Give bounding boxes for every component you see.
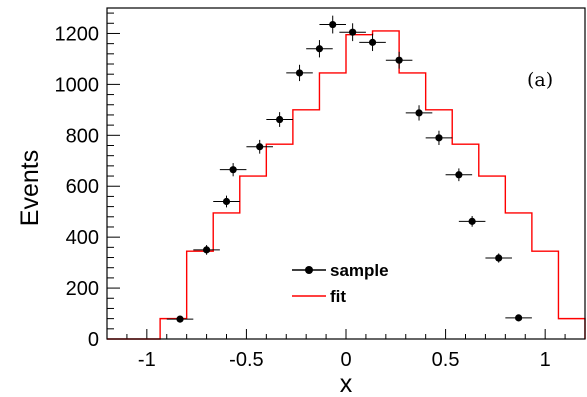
y-tick-label: 400 — [66, 227, 99, 249]
y-tick-label: 1200 — [55, 23, 100, 45]
x-tick-label: -0.5 — [229, 349, 263, 371]
point-marker — [229, 166, 237, 174]
legend: sample fit — [292, 261, 389, 306]
point-marker — [315, 45, 324, 53]
point-marker — [395, 56, 403, 64]
x-tick-label: 0 — [340, 349, 351, 371]
legend-sample-marker — [305, 266, 313, 274]
point-marker — [455, 171, 463, 179]
sample-point — [306, 40, 333, 58]
sample-point — [219, 163, 247, 177]
y-axis-label: Events — [16, 150, 44, 226]
point-marker — [349, 28, 357, 36]
panel-annotation: (a) — [527, 69, 553, 91]
legend-entry-fit: fit — [292, 287, 346, 306]
point-marker — [295, 69, 304, 77]
tick-labels: 0 200 400 600 800 1000 1200 -1 -0.5 0 0.5 1 — [55, 23, 551, 371]
x-axis-label: x — [340, 370, 353, 397]
sample-point — [385, 51, 413, 69]
point-marker — [256, 143, 264, 151]
sample-point — [166, 315, 194, 323]
sample-point — [485, 253, 512, 263]
x-tick-label: -1 — [138, 349, 156, 371]
sample-point — [505, 314, 532, 322]
y-tick-label: 800 — [66, 125, 99, 147]
point-marker — [495, 254, 503, 262]
sample-point — [339, 23, 366, 42]
sample-point — [445, 168, 473, 182]
sample-point — [405, 105, 433, 121]
point-marker — [468, 217, 476, 225]
y-tick-label: 600 — [66, 176, 99, 198]
sample-point — [266, 112, 293, 127]
legend-fit-label: fit — [330, 287, 346, 306]
point-marker — [515, 314, 523, 322]
point-marker — [415, 109, 423, 117]
point-marker — [176, 315, 184, 323]
sample-points — [166, 15, 532, 323]
point-marker — [368, 38, 377, 46]
sample-point — [193, 245, 220, 255]
legend-sample-label: sample — [330, 261, 389, 280]
y-tick-label: 0 — [88, 329, 99, 351]
sample-point — [425, 130, 453, 145]
x-tick-label: 0.5 — [432, 349, 460, 371]
point-marker — [435, 134, 443, 142]
point-marker — [202, 246, 211, 254]
y-tick-label: 200 — [66, 278, 99, 300]
sample-point — [359, 33, 386, 52]
sample-point — [213, 195, 240, 208]
sample-point — [319, 15, 346, 34]
plot-frame — [106, 7, 586, 340]
point-marker — [222, 197, 231, 206]
point-marker — [329, 20, 337, 29]
point-marker — [276, 115, 284, 124]
sample-point — [286, 64, 313, 82]
x-tick-label: 1 — [540, 349, 551, 371]
sample-point — [458, 216, 486, 227]
sample-point — [246, 139, 273, 154]
y-tick-label: 1000 — [55, 74, 100, 96]
legend-entry-sample: sample — [292, 261, 389, 280]
